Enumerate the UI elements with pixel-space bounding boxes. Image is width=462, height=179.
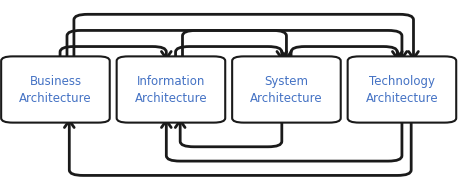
FancyArrowPatch shape (74, 14, 419, 61)
FancyArrowPatch shape (291, 47, 402, 61)
FancyBboxPatch shape (232, 56, 340, 123)
FancyBboxPatch shape (116, 56, 225, 123)
FancyArrowPatch shape (60, 47, 171, 61)
FancyArrowPatch shape (67, 30, 292, 61)
FancyBboxPatch shape (347, 56, 456, 123)
Text: Technology
Architecture: Technology Architecture (365, 74, 438, 105)
FancyArrowPatch shape (175, 118, 282, 147)
Text: System
Architecture: System Architecture (250, 74, 323, 105)
FancyArrowPatch shape (176, 47, 287, 61)
Text: Business
Architecture: Business Architecture (19, 74, 92, 105)
FancyArrowPatch shape (182, 30, 407, 61)
FancyArrowPatch shape (161, 118, 402, 161)
FancyArrowPatch shape (64, 118, 411, 175)
Text: Information
Architecture: Information Architecture (134, 74, 207, 105)
FancyBboxPatch shape (1, 56, 110, 123)
